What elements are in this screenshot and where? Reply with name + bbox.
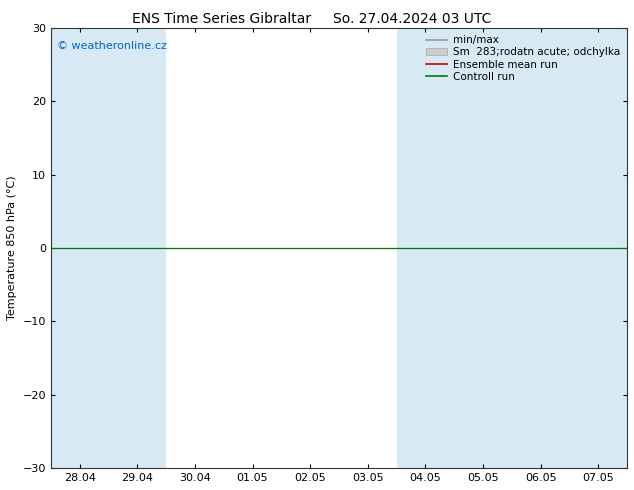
Bar: [108, 28, 166, 468]
Bar: [569, 28, 627, 468]
Text: ENS Time Series Gibraltar: ENS Time Series Gibraltar: [133, 12, 311, 26]
Bar: [397, 28, 454, 468]
Bar: [51, 28, 108, 468]
Text: So. 27.04.2024 03 UTC: So. 27.04.2024 03 UTC: [333, 12, 491, 26]
Y-axis label: Temperature 850 hPa (°C): Temperature 850 hPa (°C): [7, 176, 17, 320]
Text: © weatheronline.cz: © weatheronline.cz: [56, 41, 167, 51]
Bar: [512, 28, 569, 468]
Legend: min/max, Sm  283;rodatn acute; odchylka, Ensemble mean run, Controll run: min/max, Sm 283;rodatn acute; odchylka, …: [424, 33, 622, 84]
Bar: [454, 28, 512, 468]
